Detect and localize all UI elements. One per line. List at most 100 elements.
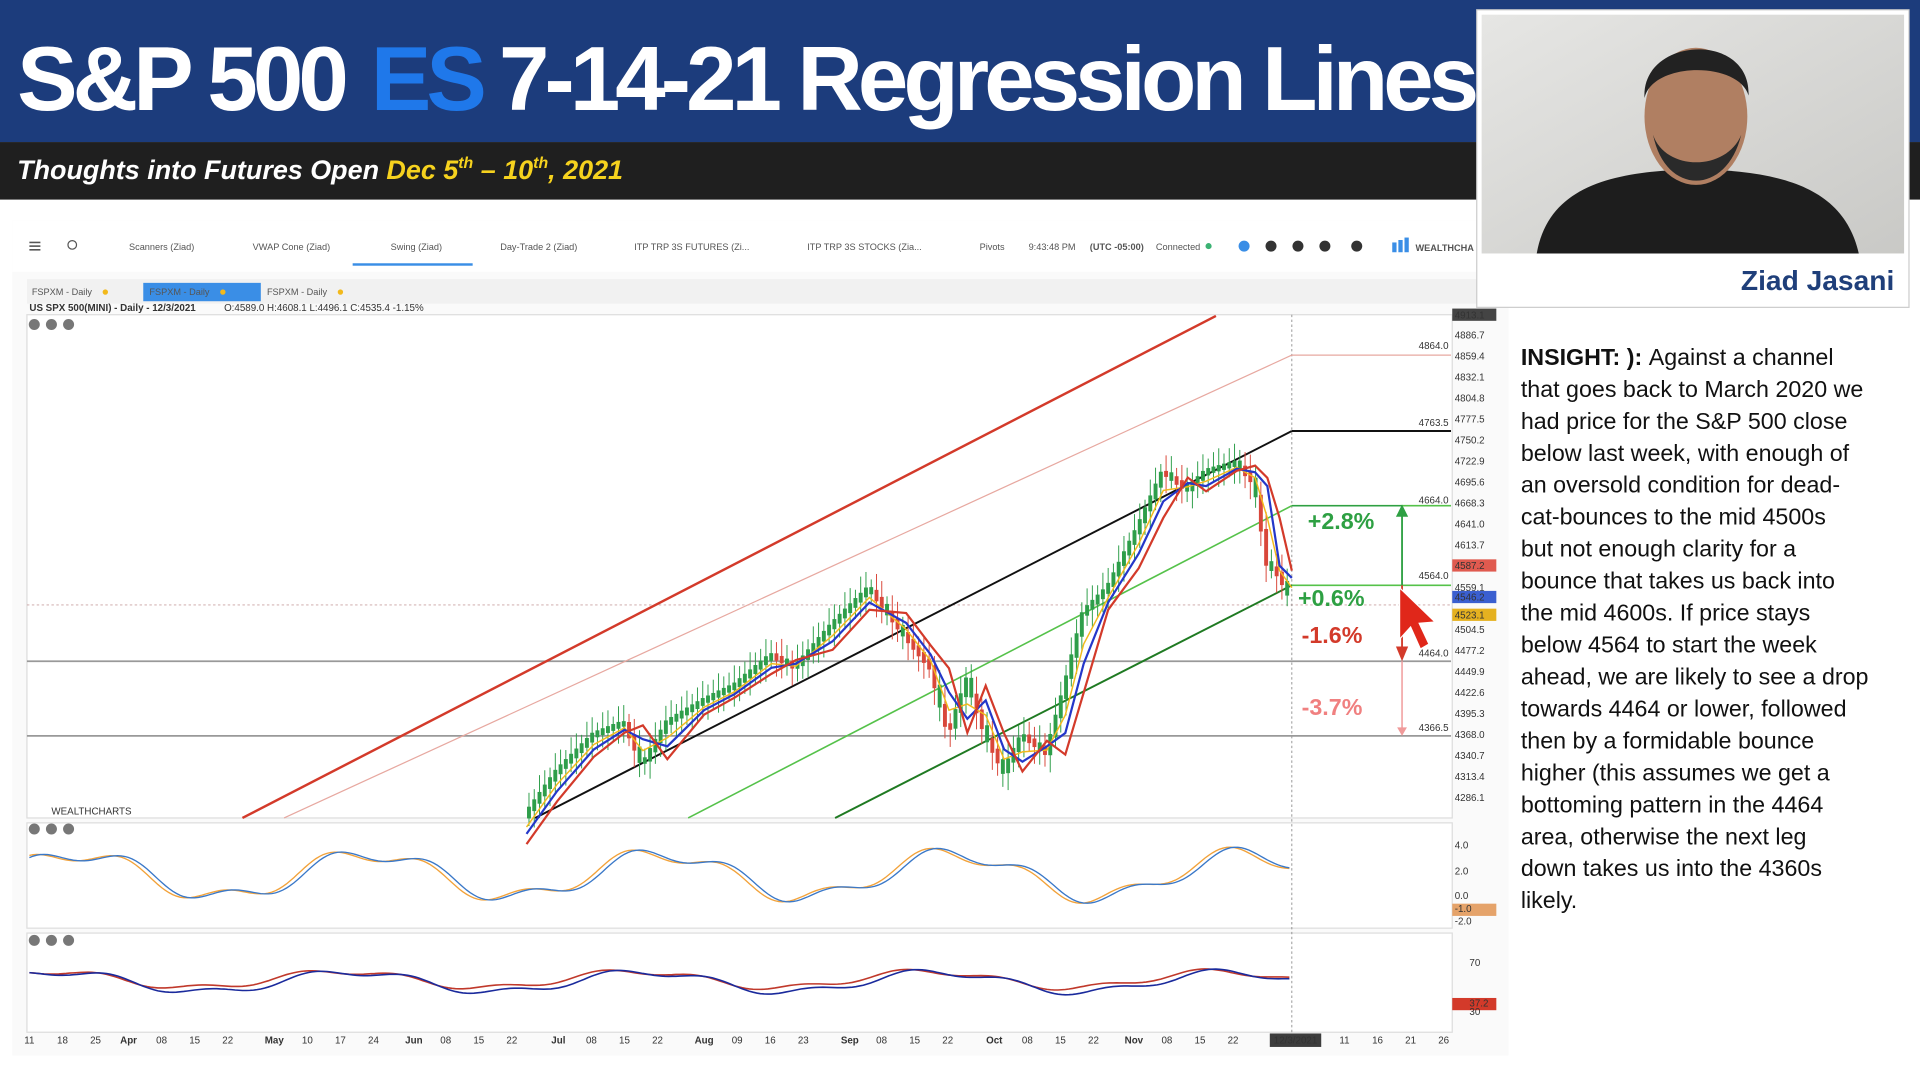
oscillator-line: [29, 846, 1290, 904]
clock: 9:43:48 PM: [1029, 242, 1076, 252]
candle-body: [648, 748, 653, 762]
title: S&P 500 ES 7-14-21 Regression Lines: [17, 29, 1476, 130]
date-label: 25: [90, 1035, 101, 1046]
price-badge: [1452, 590, 1497, 604]
candle-body: [732, 682, 737, 691]
presenter-hair: [1644, 49, 1749, 98]
candle-body: [958, 693, 963, 713]
candle-body: [1021, 734, 1026, 742]
active-tab-underline: [352, 263, 473, 266]
candle-body: [1237, 460, 1242, 471]
pane-control[interactable]: [45, 823, 57, 835]
tab[interactable]: Scanners (Ziad): [129, 242, 194, 252]
candle-body: [595, 730, 600, 738]
price-label: 4368.0: [1455, 730, 1485, 741]
date-sup: th: [533, 155, 548, 172]
level-label: 4864.0: [1419, 341, 1449, 352]
candle-body: [932, 665, 937, 689]
annotation: -1.6%: [1302, 622, 1363, 648]
subtab[interactable]: FSPXM - Daily: [32, 287, 93, 297]
candle-body: [690, 704, 695, 713]
oscillator-line: [29, 846, 1290, 904]
candle-body: [706, 695, 710, 703]
pane-control[interactable]: [28, 318, 40, 330]
date-label: 21: [1405, 1035, 1416, 1046]
candle-body: [827, 624, 832, 636]
arrow-head: [1395, 504, 1409, 517]
timezone: (UTC -05:00): [1090, 242, 1144, 252]
candle-body: [558, 764, 563, 775]
subtab[interactable]: FSPXM - Daily: [149, 287, 210, 297]
candle-body: [974, 693, 979, 714]
date-label: 09: [732, 1035, 743, 1046]
menu-icon[interactable]: [29, 241, 41, 251]
price-label: 4832.1: [1455, 373, 1485, 384]
candle-body: [1232, 460, 1237, 467]
title-ticker: ES: [371, 29, 484, 130]
search-icon[interactable]: [67, 240, 78, 250]
candle-body: [727, 685, 732, 693]
osc-label: -2.0: [1455, 916, 1472, 927]
pane-control[interactable]: [63, 823, 75, 835]
subtab-bar: [26, 279, 1497, 304]
toolbar: [12, 220, 1509, 272]
pane-control[interactable]: [63, 318, 75, 330]
candle-body: [816, 637, 821, 648]
annotation: -3.7%: [1302, 694, 1363, 720]
date-label: Jul: [551, 1035, 565, 1046]
candle-body: [832, 619, 837, 630]
subtab[interactable]: FSPXM - Daily: [267, 287, 328, 297]
date-label: 22: [506, 1035, 517, 1046]
pane-control[interactable]: [45, 318, 57, 330]
symbol: US SPX 500(MINI) - Daily - 12/3/2021: [29, 303, 196, 314]
tab[interactable]: ITP TRP 3S STOCKS (Zia...: [807, 242, 922, 252]
price-label: 4859.4: [1455, 352, 1485, 363]
toolbar-icon[interactable]: [1238, 240, 1250, 252]
insight-line: below last week, with enough of: [1521, 440, 1850, 466]
candle-body: [900, 624, 905, 637]
tab[interactable]: Swing (Ziad): [391, 242, 442, 252]
price-label: 4804.8: [1455, 394, 1485, 405]
candle-body: [711, 692, 716, 701]
date-label: Aug: [695, 1035, 714, 1046]
brand-logo: [1398, 240, 1403, 253]
rsi-pane: [26, 932, 1453, 1033]
pane-control[interactable]: [45, 934, 57, 946]
candle-body: [1227, 462, 1232, 469]
price-label: 4395.3: [1455, 709, 1485, 720]
pane-control[interactable]: [28, 823, 40, 835]
level-label: 4464.0: [1419, 648, 1449, 659]
tab[interactable]: VWAP Cone (Ziad): [253, 242, 330, 252]
toolbar-icon[interactable]: [1351, 240, 1363, 252]
candle-body: [695, 701, 700, 710]
candle-body: [1074, 633, 1079, 658]
pane-control[interactable]: [28, 934, 40, 946]
candle-body: [579, 743, 584, 754]
date-label: 11: [24, 1035, 34, 1046]
price-label: 4559.1: [1455, 583, 1485, 594]
candle-body: [606, 726, 610, 733]
candle-body: [1169, 472, 1174, 481]
date-label: Nov: [1125, 1035, 1144, 1046]
tab[interactable]: ITP TRP 3S FUTURES (Zi...: [634, 242, 749, 252]
candle-body: [1164, 470, 1169, 477]
insight-line: cat-bounces to the mid 4500s: [1521, 504, 1826, 530]
date-label: 22: [222, 1035, 233, 1046]
candle-body: [921, 651, 926, 663]
candle-body: [600, 728, 605, 736]
toolbar-icon[interactable]: [1292, 240, 1304, 252]
candle-body: [937, 684, 942, 708]
candle-body: [979, 709, 984, 730]
toolbar-icon[interactable]: [1319, 240, 1331, 252]
pane-control[interactable]: [63, 934, 75, 946]
tab[interactable]: Day-Trade 2 (Ziad): [500, 242, 577, 252]
candle-body: [1053, 714, 1058, 738]
candle-body: [1206, 468, 1211, 476]
date-label: 15: [473, 1035, 484, 1046]
candle-body: [679, 710, 684, 719]
candle-body: [1095, 594, 1100, 605]
candle-body: [879, 596, 884, 609]
toolbar-icon[interactable]: [1265, 240, 1277, 252]
level-label: 4564.0: [1419, 571, 1449, 582]
candle-body: [637, 746, 642, 763]
